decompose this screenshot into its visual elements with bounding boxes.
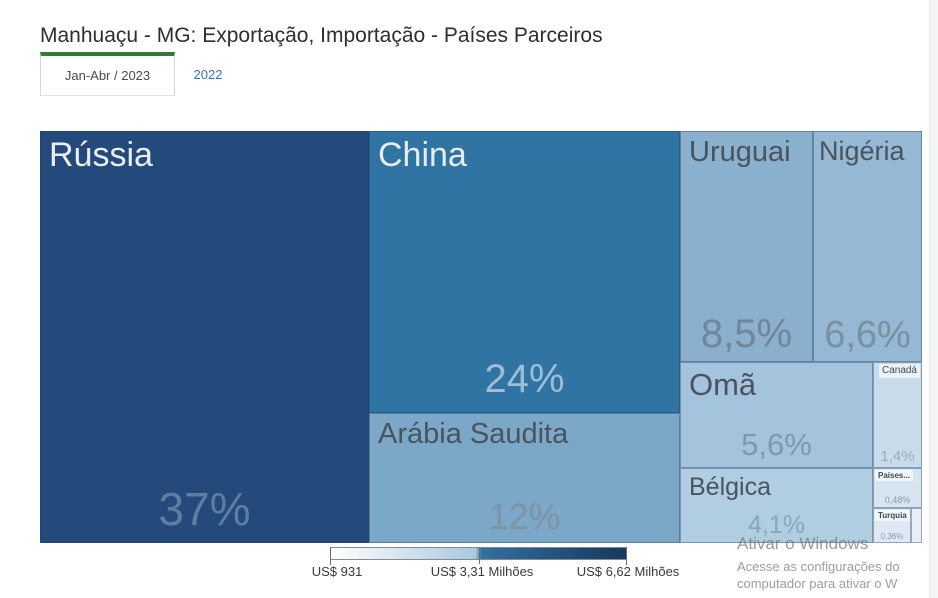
- tile-percent-label: 1,4%: [880, 448, 915, 465]
- tile-country-label: Nigéria: [819, 136, 905, 166]
- treemap-tile-arabia-saudita[interactable]: Arábia Saudita 12%: [369, 413, 680, 543]
- scrollbar-track[interactable]: [929, 0, 938, 598]
- tile-percent-label: 37%: [158, 483, 251, 535]
- tile-percent-label: 8,5%: [700, 312, 793, 356]
- tile-percent-label: 0,36%: [880, 532, 904, 541]
- legend-tick-min: [330, 547, 331, 565]
- treemap-tile-china[interactable]: China 24%: [369, 131, 680, 413]
- treemap-tile-nigeria[interactable]: Nigéria 6,6%: [813, 131, 922, 362]
- treemap-tile-other[interactable]: [911, 508, 922, 543]
- watermark-subtitle-2: computador para ativar o W: [737, 576, 898, 591]
- legend-tick-mid: [478, 547, 480, 564]
- treemap-tile-canada[interactable]: Canadá 1,4%: [873, 362, 922, 468]
- watermark-subtitle-1: Acesse as configurações do: [737, 559, 900, 574]
- tile-percent-label: 6,6%: [824, 314, 911, 356]
- legend-tick-max: [626, 547, 627, 565]
- tile-percent-label: 0,48%: [884, 495, 911, 505]
- page-title: Manhuaçu - MG: Exportação, Importação - …: [40, 24, 603, 48]
- tile-percent-label: 12%: [488, 496, 561, 537]
- legend-mid-label: US$ 3,31 Milhões: [430, 564, 534, 579]
- tile-country-label: Países...: [875, 470, 914, 482]
- tile-percent-label: 24%: [484, 357, 565, 401]
- tile-country-label: China: [378, 136, 467, 174]
- color-scale-gradient-bar: [330, 547, 627, 565]
- tile-percent-label: 4,1%: [748, 511, 805, 539]
- treemap-tile-oma[interactable]: Omã 5,6%: [680, 362, 873, 468]
- treemap-tile-uruguai[interactable]: Uruguai 8,5%: [680, 131, 813, 362]
- tile-country-label: Arábia Saudita: [378, 418, 569, 450]
- treemap-tile-paises[interactable]: Países... 0,48%: [873, 468, 922, 508]
- tile-country-label: Uruguai: [689, 136, 791, 168]
- tile-country-label: Rússia: [49, 136, 153, 174]
- tile-percent-label: 5,6%: [741, 427, 812, 462]
- tab-jan-abr-2023[interactable]: Jan-Abr / 2023: [40, 52, 175, 96]
- treemap-chart: Rússia 37% China 24% Arábia Saudita 12% Urugua…: [40, 131, 922, 543]
- treemap-tile-belgica[interactable]: Bélgica 4,1%: [680, 468, 873, 543]
- tab-2022[interactable]: 2022: [193, 66, 223, 82]
- treemap-tile-turquia[interactable]: Turquia 0,36%: [873, 508, 911, 543]
- tile-country-label: Turquia: [875, 510, 910, 522]
- legend-min-label: US$ 931: [311, 564, 363, 579]
- tile-country-label: Bélgica: [689, 473, 771, 501]
- tile-country-label: Omã: [689, 367, 757, 402]
- tile-country-label: Canadá: [878, 364, 920, 378]
- legend-max-label: US$ 6,62 Milhões: [576, 564, 680, 579]
- treemap-tile-russia[interactable]: Rússia 37%: [40, 131, 369, 543]
